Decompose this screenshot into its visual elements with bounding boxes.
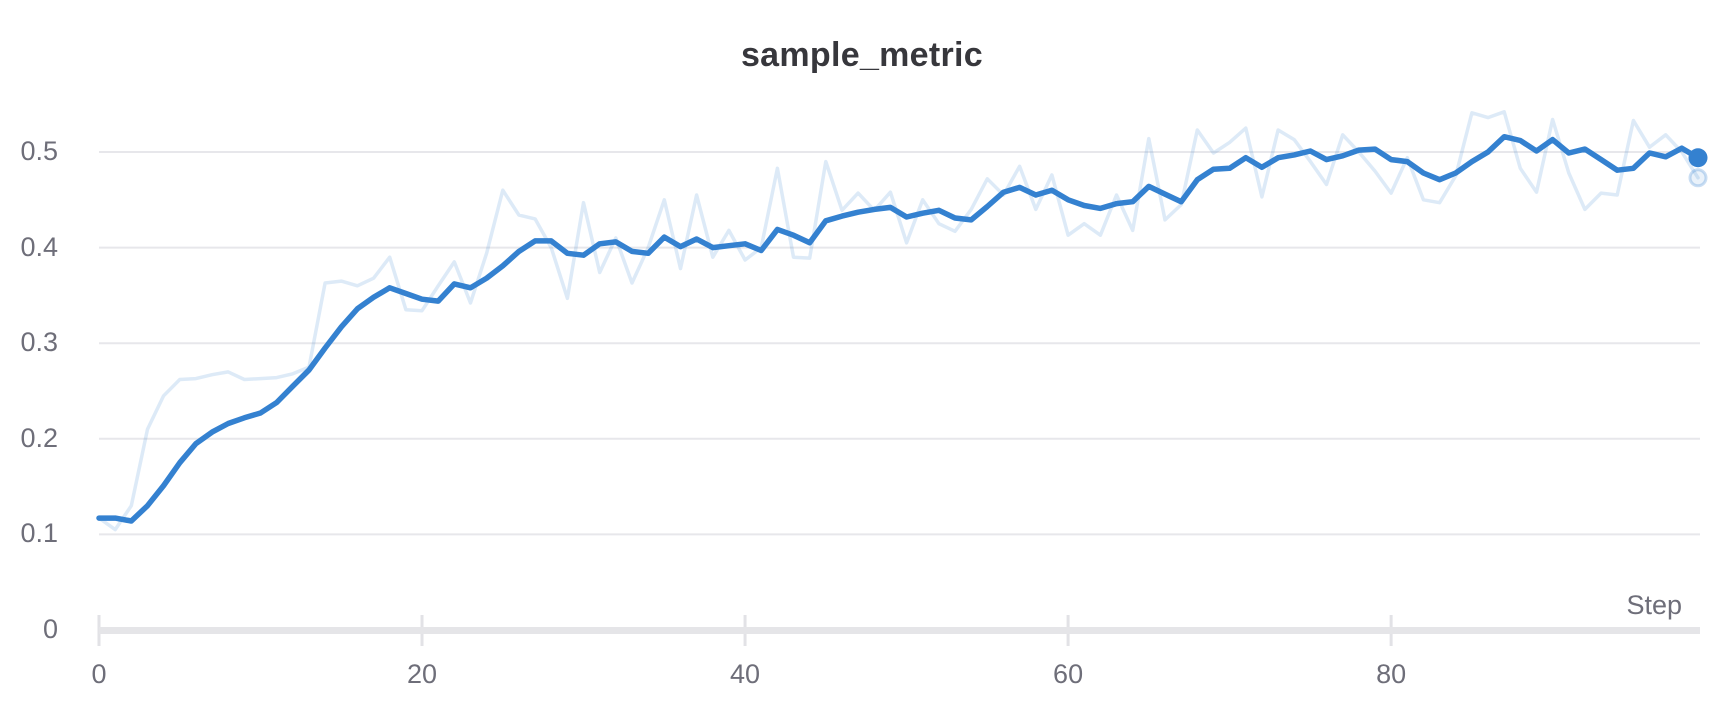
y-tick-label: 0.5 — [20, 135, 58, 166]
x-tick-label: 40 — [730, 659, 761, 689]
y-tick-label: 0.4 — [20, 231, 58, 262]
x-tick-label: 60 — [1053, 659, 1084, 689]
x-tick-label: 0 — [91, 659, 107, 689]
x-tick-label: 80 — [1376, 659, 1407, 689]
y-tick-label: 0.3 — [20, 327, 58, 358]
smoothed-endpoint-dot — [1688, 148, 1708, 168]
raw-series-line — [97, 110, 1700, 532]
x-tick-label: 20 — [406, 659, 438, 689]
x-axis-baseline — [99, 627, 1700, 634]
chart-title: sample_metric — [740, 36, 984, 74]
raw-endpoint-dot — [1688, 168, 1708, 188]
y-tick-label: 0 — [42, 613, 58, 644]
y-tick-label: 0.1 — [20, 518, 58, 549]
smoothed-series-line — [96, 133, 1701, 524]
y-tick-label: 0.2 — [20, 422, 58, 453]
x-axis-title: Step — [1626, 590, 1682, 620]
